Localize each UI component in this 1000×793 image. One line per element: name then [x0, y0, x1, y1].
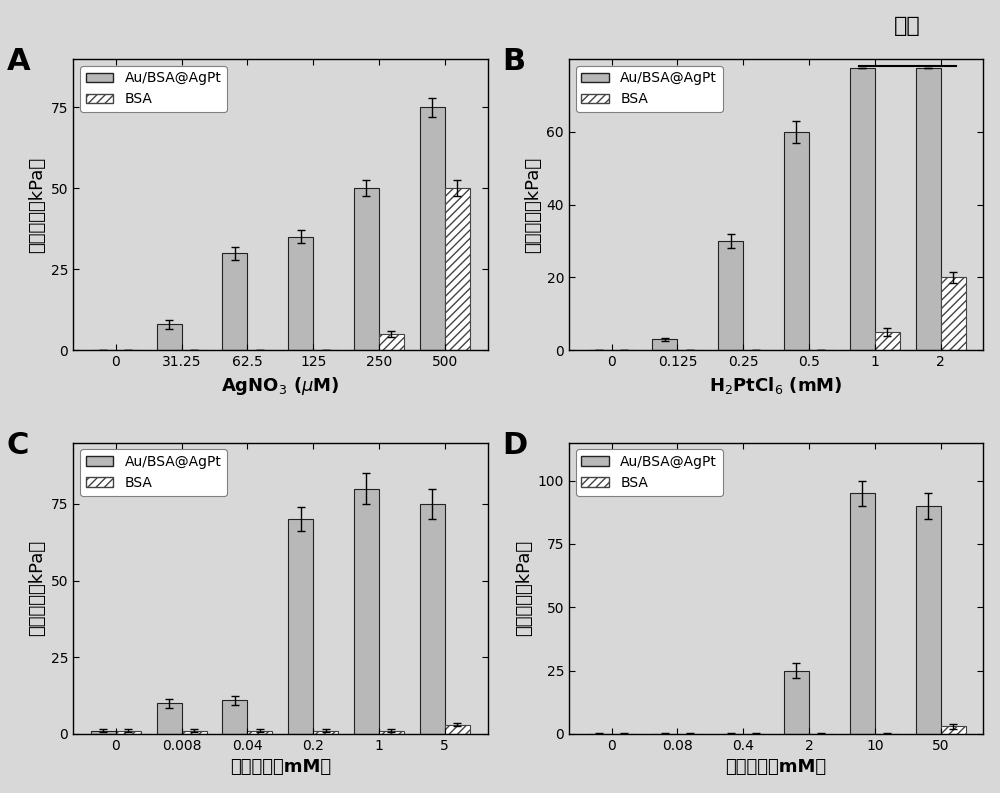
- Legend: Au/BSA@AgPt, BSA: Au/BSA@AgPt, BSA: [576, 450, 723, 496]
- Text: A: A: [7, 48, 30, 76]
- Bar: [718, 241, 743, 351]
- Bar: [91, 731, 116, 734]
- Legend: Au/BSA@AgPt, BSA: Au/BSA@AgPt, BSA: [80, 450, 227, 496]
- Bar: [784, 671, 809, 734]
- Bar: [116, 731, 141, 734]
- Bar: [288, 237, 313, 351]
- Text: C: C: [7, 431, 29, 460]
- Bar: [916, 67, 941, 351]
- Y-axis label: 压强增加（kPa）: 压强增加（kPa）: [524, 156, 542, 253]
- Bar: [379, 334, 404, 351]
- Bar: [247, 731, 272, 734]
- Bar: [445, 725, 470, 734]
- Bar: [157, 324, 182, 351]
- Bar: [313, 731, 338, 734]
- X-axis label: H$_2$PtCl$_6$ (mM): H$_2$PtCl$_6$ (mM): [709, 374, 843, 396]
- Bar: [354, 189, 379, 351]
- Text: 饱和: 饱和: [894, 16, 921, 36]
- X-axis label: AgNO$_3$ ($\mu$M): AgNO$_3$ ($\mu$M): [221, 374, 340, 396]
- X-axis label: 抗坏血酸（mM）: 抗坏血酸（mM）: [726, 758, 827, 776]
- Legend: Au/BSA@AgPt, BSA: Au/BSA@AgPt, BSA: [80, 66, 227, 112]
- Bar: [850, 67, 875, 351]
- Bar: [652, 339, 677, 351]
- Bar: [182, 731, 207, 734]
- Bar: [288, 519, 313, 734]
- Bar: [784, 132, 809, 351]
- Y-axis label: 压强增加（kPa）: 压强增加（kPa）: [29, 156, 47, 253]
- Bar: [875, 332, 900, 351]
- Bar: [157, 703, 182, 734]
- Y-axis label: 压强增加（kPa）: 压强增加（kPa）: [515, 540, 533, 636]
- Text: D: D: [503, 431, 528, 460]
- Bar: [916, 506, 941, 734]
- Bar: [379, 731, 404, 734]
- Bar: [420, 504, 445, 734]
- X-axis label: 对苯二酚（mM）: 对苯二酚（mM）: [230, 758, 331, 776]
- Y-axis label: 压强增加（kPa）: 压强增加（kPa）: [29, 540, 47, 636]
- Bar: [941, 278, 966, 351]
- Bar: [941, 726, 966, 734]
- Legend: Au/BSA@AgPt, BSA: Au/BSA@AgPt, BSA: [576, 66, 723, 112]
- Bar: [354, 488, 379, 734]
- Bar: [420, 107, 445, 351]
- Bar: [222, 700, 247, 734]
- Bar: [850, 493, 875, 734]
- Bar: [222, 253, 247, 351]
- Text: B: B: [503, 48, 526, 76]
- Bar: [445, 189, 470, 351]
